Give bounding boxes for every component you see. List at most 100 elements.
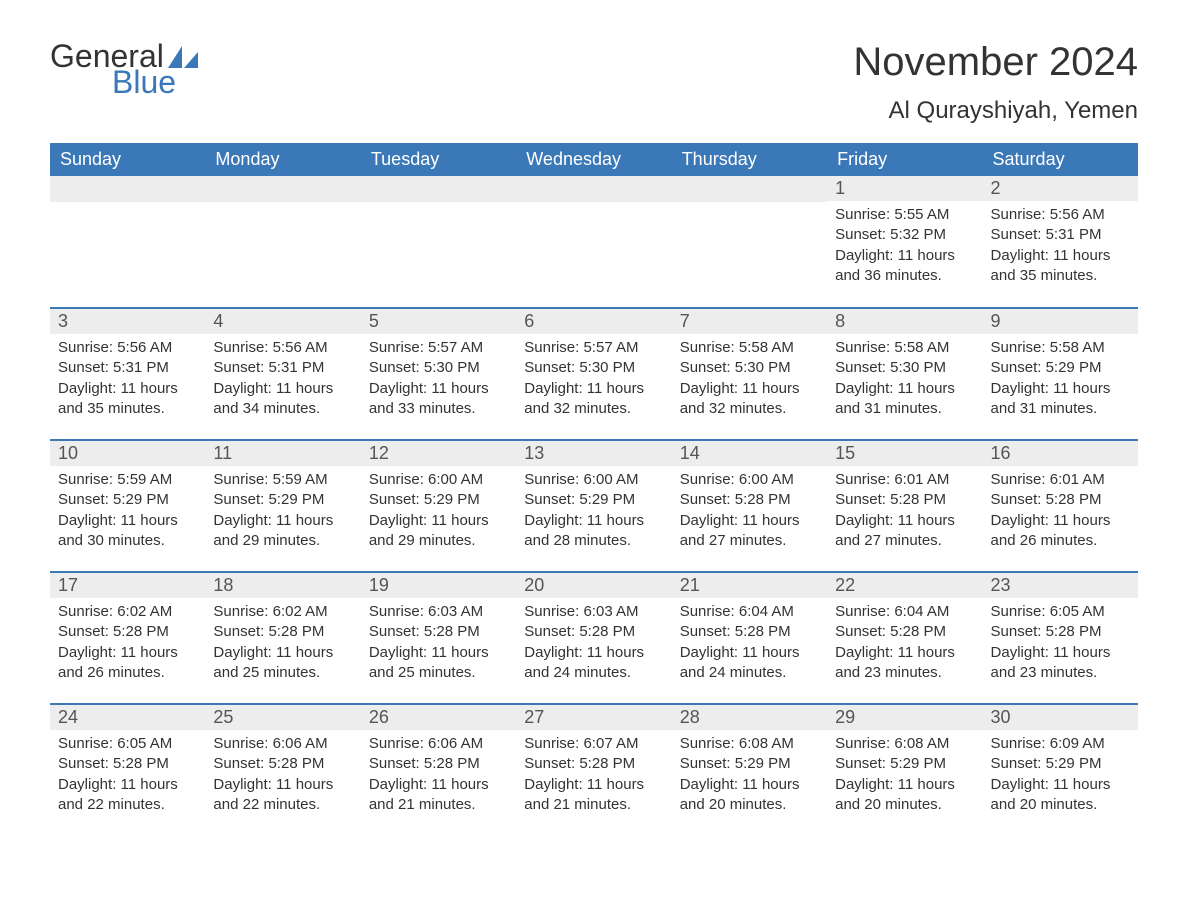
daylight-line: Daylight: 11 hours and 34 minutes. <box>213 379 352 420</box>
day-details: Sunrise: 6:08 AMSunset: 5:29 PMDaylight:… <box>672 730 827 823</box>
calendar-cell <box>361 176 516 308</box>
sunrise-label: Sunrise: <box>835 206 890 223</box>
daylight-label: Daylight: <box>369 380 427 397</box>
day-details: Sunrise: 6:01 AMSunset: 5:28 PMDaylight:… <box>983 466 1138 559</box>
sunrise-label: Sunrise: <box>213 735 268 752</box>
sunset-value: 5:31 PM <box>1046 226 1102 243</box>
sunrise-value: 5:56 AM <box>117 339 172 356</box>
sunset-label: Sunset: <box>835 359 886 376</box>
calendar-week-row: 1Sunrise: 5:55 AMSunset: 5:32 PMDaylight… <box>50 176 1138 308</box>
day-number-bar: 10 <box>50 441 205 466</box>
sunset-line: Sunset: 5:28 PM <box>680 490 819 510</box>
sunrise-value: 6:01 AM <box>1050 471 1105 488</box>
sunset-value: 5:28 PM <box>735 623 791 640</box>
sunrise-line: Sunrise: 6:04 AM <box>680 602 819 622</box>
sunrise-label: Sunrise: <box>213 603 268 620</box>
sunrise-line: Sunrise: 5:56 AM <box>213 338 352 358</box>
sunrise-line: Sunrise: 6:08 AM <box>680 734 819 754</box>
day-number-bar: 12 <box>361 441 516 466</box>
day-number-bar: 1 <box>827 176 982 201</box>
day-details: Sunrise: 6:04 AMSunset: 5:28 PMDaylight:… <box>827 598 982 691</box>
day-number-bar: 5 <box>361 309 516 334</box>
sunrise-value: 6:00 AM <box>739 471 794 488</box>
sunrise-value: 6:05 AM <box>117 735 172 752</box>
daylight-line: Daylight: 11 hours and 36 minutes. <box>835 246 974 287</box>
weekday-header: Saturday <box>983 143 1138 176</box>
day-details: Sunrise: 6:06 AMSunset: 5:28 PMDaylight:… <box>205 730 360 823</box>
day-number-bar <box>672 176 827 202</box>
sunrise-line: Sunrise: 5:56 AM <box>991 205 1130 225</box>
weekday-header-row: SundayMondayTuesdayWednesdayThursdayFrid… <box>50 143 1138 176</box>
sunrise-label: Sunrise: <box>991 471 1046 488</box>
day-number-bar: 9 <box>983 309 1138 334</box>
sunset-value: 5:29 PM <box>1046 755 1102 772</box>
day-number-bar: 20 <box>516 573 671 598</box>
day-number-bar: 2 <box>983 176 1138 201</box>
sunrise-value: 6:00 AM <box>428 471 483 488</box>
sunrise-line: Sunrise: 5:57 AM <box>369 338 508 358</box>
sunset-value: 5:31 PM <box>268 359 324 376</box>
sunset-line: Sunset: 5:31 PM <box>58 358 197 378</box>
day-number-bar: 6 <box>516 309 671 334</box>
sunrise-value: 5:56 AM <box>273 339 328 356</box>
sunrise-value: 5:58 AM <box>739 339 794 356</box>
sunset-value: 5:29 PM <box>268 491 324 508</box>
sunrise-line: Sunrise: 6:03 AM <box>369 602 508 622</box>
day-number-bar: 7 <box>672 309 827 334</box>
sunset-label: Sunset: <box>680 623 731 640</box>
sunrise-value: 6:01 AM <box>894 471 949 488</box>
daylight-line: Daylight: 11 hours and 22 minutes. <box>58 775 197 816</box>
calendar-cell: 26Sunrise: 6:06 AMSunset: 5:28 PMDayligh… <box>361 704 516 836</box>
sunset-line: Sunset: 5:31 PM <box>213 358 352 378</box>
daylight-line: Daylight: 11 hours and 26 minutes. <box>991 511 1130 552</box>
sunrise-label: Sunrise: <box>835 471 890 488</box>
sunset-label: Sunset: <box>524 755 575 772</box>
sunset-label: Sunset: <box>213 755 264 772</box>
calendar-cell: 7Sunrise: 5:58 AMSunset: 5:30 PMDaylight… <box>672 308 827 440</box>
sunset-value: 5:28 PM <box>268 755 324 772</box>
daylight-label: Daylight: <box>991 380 1049 397</box>
day-number-bar <box>205 176 360 202</box>
sunrise-value: 6:07 AM <box>583 735 638 752</box>
day-number-bar: 14 <box>672 441 827 466</box>
sunrise-label: Sunrise: <box>524 603 579 620</box>
sunrise-label: Sunrise: <box>991 603 1046 620</box>
sunset-value: 5:28 PM <box>735 491 791 508</box>
daylight-line: Daylight: 11 hours and 21 minutes. <box>524 775 663 816</box>
sunset-line: Sunset: 5:28 PM <box>58 754 197 774</box>
daylight-label: Daylight: <box>680 512 738 529</box>
sunset-label: Sunset: <box>58 359 109 376</box>
sunrise-value: 5:59 AM <box>273 471 328 488</box>
sunset-label: Sunset: <box>369 359 420 376</box>
calendar-cell: 10Sunrise: 5:59 AMSunset: 5:29 PMDayligh… <box>50 440 205 572</box>
sunset-value: 5:28 PM <box>1046 491 1102 508</box>
sunrise-label: Sunrise: <box>213 471 268 488</box>
sunrise-line: Sunrise: 6:01 AM <box>991 470 1130 490</box>
sunrise-label: Sunrise: <box>680 735 735 752</box>
sunrise-value: 6:03 AM <box>428 603 483 620</box>
sunrise-value: 6:09 AM <box>1050 735 1105 752</box>
sunrise-value: 6:00 AM <box>583 471 638 488</box>
day-number-bar: 4 <box>205 309 360 334</box>
calendar-cell: 1Sunrise: 5:55 AMSunset: 5:32 PMDaylight… <box>827 176 982 308</box>
daylight-label: Daylight: <box>835 380 893 397</box>
logo: General Blue <box>50 40 198 98</box>
calendar-week-row: 10Sunrise: 5:59 AMSunset: 5:29 PMDayligh… <box>50 440 1138 572</box>
calendar-table: SundayMondayTuesdayWednesdayThursdayFrid… <box>50 143 1138 836</box>
calendar-cell: 19Sunrise: 6:03 AMSunset: 5:28 PMDayligh… <box>361 572 516 704</box>
sunrise-label: Sunrise: <box>835 339 890 356</box>
day-number-bar: 25 <box>205 705 360 730</box>
sunrise-label: Sunrise: <box>58 735 113 752</box>
sunrise-line: Sunrise: 5:58 AM <box>991 338 1130 358</box>
sunrise-line: Sunrise: 5:56 AM <box>58 338 197 358</box>
sunset-value: 5:28 PM <box>113 623 169 640</box>
day-details: Sunrise: 6:02 AMSunset: 5:28 PMDaylight:… <box>205 598 360 691</box>
sunset-value: 5:28 PM <box>890 623 946 640</box>
daylight-label: Daylight: <box>680 380 738 397</box>
calendar-cell: 6Sunrise: 5:57 AMSunset: 5:30 PMDaylight… <box>516 308 671 440</box>
sunrise-line: Sunrise: 5:58 AM <box>835 338 974 358</box>
sunrise-line: Sunrise: 6:06 AM <box>213 734 352 754</box>
daylight-line: Daylight: 11 hours and 31 minutes. <box>835 379 974 420</box>
day-number-bar: 23 <box>983 573 1138 598</box>
daylight-label: Daylight: <box>213 380 271 397</box>
